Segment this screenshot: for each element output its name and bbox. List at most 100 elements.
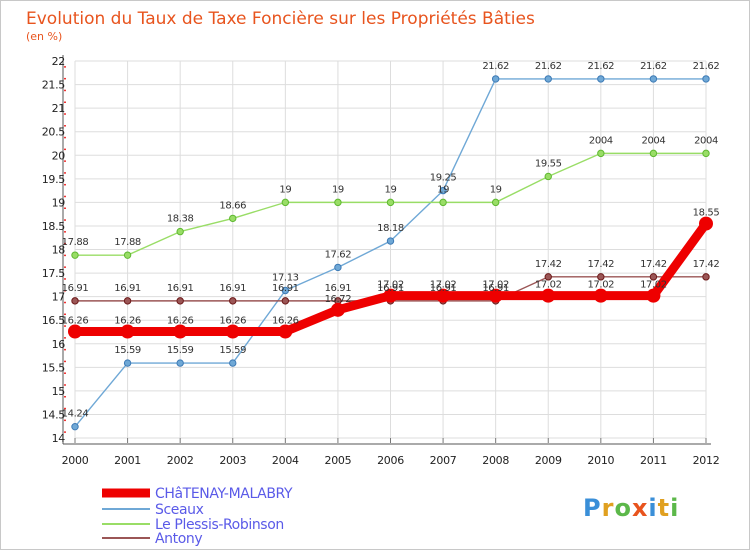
data-label: 17.02 [588, 280, 615, 291]
y-tick-label: 17 [52, 291, 66, 304]
data-point [386, 198, 395, 207]
data-point [491, 75, 500, 83]
data-point [229, 214, 237, 223]
data-point [491, 198, 500, 207]
data-point [176, 297, 184, 305]
x-tick-label: 2003 [219, 454, 246, 467]
y-tick-label: 17.5 [42, 267, 66, 280]
data-label: 16.91 [167, 283, 194, 294]
data-label: 16.72 [325, 294, 352, 305]
legend-item: CHâTENAY-MALABRY [102, 486, 293, 502]
unit-label: (en %) [26, 30, 62, 43]
data-label: 21.62 [640, 61, 667, 72]
data-label: 18.66 [219, 200, 246, 211]
data-point [386, 237, 395, 245]
legend-item: Le Plessis-Robinson [102, 517, 284, 533]
data-point [173, 324, 188, 339]
data-point [330, 302, 345, 317]
axes [62, 55, 711, 445]
x-axis-ticks: 2000 2001 2002 2003 2004 2005 2006 2007 2008 2009… [62, 438, 720, 467]
y-tick-label: 21.5 [42, 79, 66, 92]
legend-label: CHâTENAY-MALABRY [155, 486, 293, 502]
data-label: 16.91 [219, 283, 246, 294]
data-label: 16.91 [325, 283, 352, 294]
x-tick-label: 2011 [640, 454, 667, 467]
data-label: 15.59 [114, 345, 141, 356]
data-label: 17.42 [535, 259, 562, 270]
data-label: 19 [490, 184, 502, 195]
y-axis-ticks: 14 14.5 15 15.5 16 16.5 17 17.5 18 18.5 19 19.5 20 20… [42, 55, 66, 445]
x-tick-label: 2008 [482, 454, 509, 467]
data-point [123, 359, 132, 367]
data-label: 17.88 [62, 237, 89, 248]
data-point [597, 75, 605, 83]
data-point [593, 288, 608, 303]
data-label: 21.62 [535, 61, 562, 72]
data-point [541, 288, 556, 303]
logo-text: Proxiti [583, 494, 679, 522]
legend-item: Antony [102, 531, 203, 547]
data-point [597, 149, 605, 158]
series-group [68, 75, 713, 431]
data-label: 19 [279, 184, 291, 195]
data-label: 18.38 [167, 214, 194, 225]
legend-label: Antony [155, 531, 202, 547]
x-tick-label: 2002 [167, 454, 194, 467]
data-label: 17.42 [693, 259, 720, 270]
data-point [383, 288, 398, 303]
data-point [646, 288, 661, 303]
data-label: 16.91 [377, 283, 404, 294]
data-point [544, 75, 552, 83]
data-point [120, 324, 135, 339]
data-label: 16.91 [482, 283, 509, 294]
y-tick-label: 15.5 [42, 361, 66, 374]
y-tick-label: 20 [52, 149, 66, 162]
data-point [281, 198, 290, 207]
data-label: 16.91 [272, 283, 299, 294]
data-point [281, 297, 290, 305]
data-label: 19.25 [430, 173, 457, 184]
data-point [278, 324, 293, 339]
data-point [334, 198, 342, 207]
data-point [71, 297, 79, 305]
chart-title: Evolution du Taux de Taxe Foncière sur l… [26, 9, 535, 29]
data-point [334, 263, 342, 272]
data-label: 16.26 [114, 315, 141, 326]
y-tick-label: 19 [52, 196, 66, 209]
data-label: 17.88 [114, 237, 141, 248]
data-labels: 14.24 15.59 15.59 15.59 17.13 17.62 18.18 19.25… [62, 61, 720, 420]
data-label: 16.91 [430, 283, 457, 294]
data-point [229, 297, 237, 305]
data-point [702, 149, 710, 158]
x-tick-label: 2006 [377, 454, 404, 467]
data-label: 2004 [694, 135, 718, 146]
x-tick-label: 2007 [430, 454, 457, 467]
y-tick-label: 14 [52, 432, 66, 445]
series-1 [68, 216, 713, 339]
proxiti-logo: Proxiti [583, 494, 679, 522]
data-point [123, 297, 132, 305]
data-point [702, 75, 710, 83]
data-label: 17.02 [430, 280, 457, 291]
data-label: 17.02 [482, 280, 509, 291]
y-tick-label: 18 [52, 244, 66, 257]
data-label: 17.62 [325, 249, 352, 260]
data-point [281, 286, 290, 295]
data-label: 21.62 [588, 61, 615, 72]
data-label: 2004 [589, 135, 613, 146]
y-tick-label: 15 [52, 385, 66, 398]
data-label: 17.13 [272, 272, 299, 283]
data-point [544, 172, 552, 181]
data-label: 15.59 [219, 345, 246, 356]
data-point [71, 251, 79, 259]
data-label: 21.62 [482, 61, 509, 72]
data-point [68, 324, 82, 339]
data-label: 14.24 [62, 409, 89, 420]
data-label: 19 [332, 184, 344, 195]
data-point [176, 227, 184, 236]
data-label: 17.02 [377, 280, 404, 291]
x-tick-label: 2012 [693, 454, 720, 467]
data-label: 16.91 [62, 283, 89, 294]
data-label: 19.55 [535, 158, 562, 169]
